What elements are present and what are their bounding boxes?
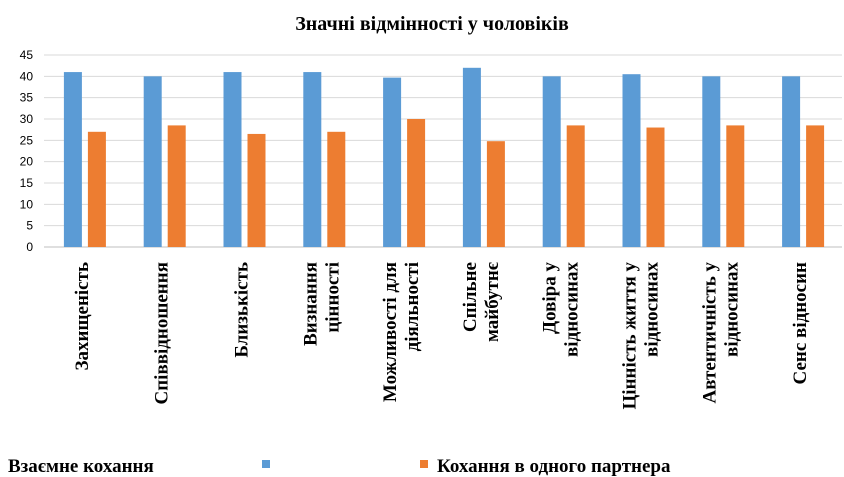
- bar-series-2: [247, 133, 266, 247]
- legend-swatch-series-2: [420, 460, 428, 468]
- legend-label-series-2: Кохання в одного партнера: [437, 456, 671, 477]
- x-tick-label: Близькість: [232, 262, 253, 358]
- y-tick-label: 10: [20, 197, 34, 211]
- bar-series-1: [143, 76, 162, 247]
- y-axis: 0 5 10 15 20 25 30 35 40 45: [20, 48, 34, 254]
- x-tick-label: Сенс відносин: [790, 262, 811, 384]
- x-tick-label: відносинах: [562, 262, 583, 357]
- bar-series-2: [327, 131, 346, 247]
- bar-series-2: [407, 119, 426, 247]
- bar-series-2: [167, 125, 186, 247]
- bar-series-2: [806, 125, 825, 247]
- legend-swatch-series-1: [262, 460, 270, 468]
- x-tick-label: Можливості для: [380, 262, 401, 402]
- x-axis: Захищеність Співвідношення Близькість Визна…: [72, 262, 811, 410]
- y-tick-label: 0: [26, 240, 33, 254]
- x-tick-label: Автентичність у: [699, 262, 720, 404]
- bar-series-1: [782, 76, 801, 247]
- bar-series-1: [303, 72, 322, 247]
- x-tick-label: Довіра у: [540, 262, 561, 334]
- bar-series-1: [622, 74, 641, 247]
- x-tick-label: Спільне: [460, 262, 481, 332]
- y-tick-label: 40: [20, 69, 34, 83]
- bar-series-2: [87, 131, 106, 247]
- gridlines: [44, 54, 842, 248]
- y-tick-label: 35: [20, 91, 34, 105]
- y-tick-label: 25: [20, 133, 34, 147]
- x-tick-label: цінності: [322, 262, 343, 333]
- legend: Взаємне кохання Кохання в одного партнер…: [8, 456, 671, 477]
- y-tick-label: 45: [20, 48, 34, 62]
- bar-series-2: [726, 125, 745, 247]
- x-tick-label: майбутнє: [482, 262, 503, 342]
- bar-series-2: [646, 127, 665, 247]
- x-tick-label: відносинах: [642, 262, 663, 357]
- bar-series-1: [63, 72, 82, 247]
- bar-series-1: [223, 72, 242, 247]
- y-tick-label: 5: [26, 219, 33, 233]
- x-tick-label: відносинах: [721, 262, 742, 357]
- chart-title: Значні відмінності у чоловіків: [295, 13, 569, 35]
- bar-series-2: [486, 141, 505, 247]
- bar-series-1: [702, 76, 721, 247]
- legend-label-series-1: Взаємне кохання: [8, 456, 154, 477]
- bar-series-1: [542, 76, 561, 247]
- x-tick-label: Цінність життя у: [620, 262, 641, 410]
- x-tick-label: Визнання: [300, 262, 321, 346]
- bar-series-2: [566, 125, 585, 247]
- y-tick-label: 20: [20, 155, 34, 169]
- y-tick-label: 30: [20, 112, 34, 126]
- bars: [63, 67, 825, 247]
- x-tick-label: Співвідношення: [152, 262, 173, 404]
- y-tick-label: 15: [20, 176, 34, 190]
- x-tick-label: Захищеність: [72, 262, 93, 371]
- bar-series-1: [462, 67, 481, 247]
- x-tick-label: діяльності: [402, 262, 423, 351]
- bar-series-1: [383, 77, 402, 247]
